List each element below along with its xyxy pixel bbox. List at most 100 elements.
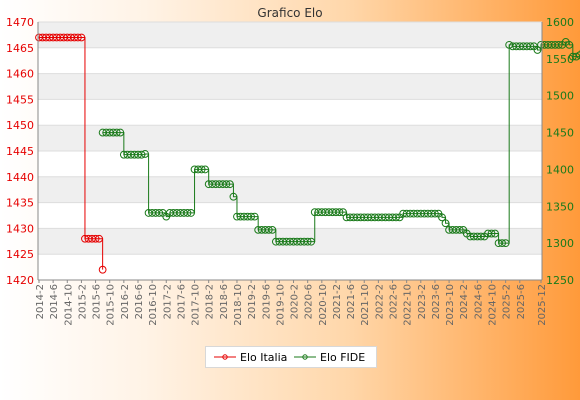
x-tick-label: 2023-10 xyxy=(445,284,456,326)
data-point xyxy=(477,232,485,241)
data-point xyxy=(441,219,450,228)
data-point xyxy=(116,128,125,137)
legend-marker-italia xyxy=(214,354,236,360)
data-point xyxy=(554,40,563,49)
axes: 1420 1425 1430 1435 1440 1445 1450 1455 1460 1465… xyxy=(6,16,574,326)
x-tick-label: 2022-6 xyxy=(389,284,400,319)
x-tick-label: 2017-6 xyxy=(176,284,187,319)
y-left-tick-label: 1435 xyxy=(6,197,34,210)
data-point xyxy=(201,165,210,174)
data-point xyxy=(438,213,446,222)
data-point xyxy=(250,212,259,221)
y-left-tick-label: 1445 xyxy=(6,145,34,158)
x-tick-label: 2016-6 xyxy=(134,284,145,319)
legend-item-fide[interactable]: Elo FIDE xyxy=(294,351,365,366)
legend: Elo Italia Elo FIDE xyxy=(205,346,377,368)
x-tick-label: 2016-2 xyxy=(120,284,131,319)
legend-marker-fide xyxy=(294,354,316,360)
data-point xyxy=(526,42,535,51)
data-point xyxy=(565,40,574,49)
data-point xyxy=(533,46,542,54)
data-point xyxy=(73,33,82,42)
y-left-tick-label: 1470 xyxy=(6,16,34,29)
data-point xyxy=(307,237,316,246)
x-tick-label: 2021-2 xyxy=(332,284,343,319)
data-point xyxy=(112,128,121,137)
y-right-tick-label: 1450 xyxy=(546,127,574,140)
y-left-tick-label: 1420 xyxy=(6,274,34,287)
x-tick-label: 2025-6 xyxy=(516,284,527,319)
data-point xyxy=(226,180,234,189)
x-tick-label: 2024-10 xyxy=(488,284,499,326)
series-elo-fide xyxy=(98,38,580,248)
data-point xyxy=(339,208,347,217)
x-tick-label: 2018-10 xyxy=(233,284,244,326)
data-point xyxy=(487,229,496,238)
x-tick-label: 2017-10 xyxy=(191,284,202,326)
data-point xyxy=(183,209,192,217)
series-elo-italia xyxy=(35,33,107,274)
x-tick-label: 2020-6 xyxy=(304,284,315,319)
legend-label-fide: Elo FIDE xyxy=(320,351,366,364)
x-tick-label: 2017-2 xyxy=(162,284,173,319)
data-point xyxy=(491,229,499,238)
chart-title: Grafico Elo xyxy=(257,6,322,20)
y-left-tick-label: 1460 xyxy=(6,68,34,81)
x-tick-label: 2014-2 xyxy=(35,284,46,319)
data-point xyxy=(268,225,277,234)
legend-item-italia[interactable]: Elo Italia xyxy=(214,351,287,366)
data-point xyxy=(247,212,256,221)
x-tick-label: 2021-6 xyxy=(346,284,357,319)
x-tick-label: 2022-2 xyxy=(374,284,385,319)
x-tick-label: 2022-10 xyxy=(403,284,414,326)
plot-band xyxy=(38,73,542,100)
plot-band xyxy=(38,22,542,48)
x-tick-label: 2023-6 xyxy=(431,284,442,319)
y-right-tick-label: 1400 xyxy=(546,163,574,176)
data-point xyxy=(98,265,107,274)
x-tick-label: 2025-12 xyxy=(537,284,548,326)
data-point xyxy=(264,225,273,234)
data-point xyxy=(137,150,146,159)
data-point xyxy=(498,239,507,248)
data-point xyxy=(568,52,577,61)
x-tick-label: 2016-10 xyxy=(148,284,159,326)
data-point xyxy=(229,192,238,201)
x-tick-label: 2019-2 xyxy=(247,284,258,319)
x-tick-label: 2021-10 xyxy=(360,284,371,326)
data-point xyxy=(77,33,86,42)
x-tick-label: 2023-2 xyxy=(417,284,428,319)
data-point xyxy=(303,237,312,246)
y-left-tick-label: 1430 xyxy=(6,222,34,235)
x-tick-label: 2014-10 xyxy=(63,284,74,326)
y-left-tick-label: 1450 xyxy=(6,119,34,132)
y-right-tick-label: 1600 xyxy=(546,16,574,29)
y-right-tick-label: 1500 xyxy=(546,90,574,103)
x-tick-label: 2014-6 xyxy=(49,284,60,319)
y-right-tick-label: 1550 xyxy=(546,53,574,66)
y-left-tick-label: 1440 xyxy=(6,171,34,184)
y-right-tick-label: 1300 xyxy=(546,237,574,250)
y-right-tick-label: 1350 xyxy=(546,200,574,213)
data-point xyxy=(431,209,439,218)
data-point xyxy=(155,209,164,217)
data-point xyxy=(197,165,206,174)
y-right-tick-label: 1250 xyxy=(546,274,574,287)
legend-label-italia: Elo Italia xyxy=(240,351,288,364)
y-left-tick-label: 1465 xyxy=(6,42,34,55)
x-tick-label: 2018-2 xyxy=(205,284,216,319)
data-point xyxy=(141,150,149,158)
y-left-tick-label: 1425 xyxy=(6,248,34,261)
data-point xyxy=(505,40,514,49)
x-tick-label: 2025-2 xyxy=(502,284,513,319)
x-tick-label: 2015-10 xyxy=(106,284,117,326)
x-tick-label: 2015-2 xyxy=(77,284,88,319)
plot-band xyxy=(38,176,542,203)
data-point xyxy=(392,213,400,222)
data-point xyxy=(187,209,195,217)
x-tick-label: 2018-6 xyxy=(219,284,230,319)
data-point xyxy=(501,239,510,248)
x-tick-label: 2015-6 xyxy=(92,284,103,319)
y-left-tick-label: 1455 xyxy=(6,93,34,106)
